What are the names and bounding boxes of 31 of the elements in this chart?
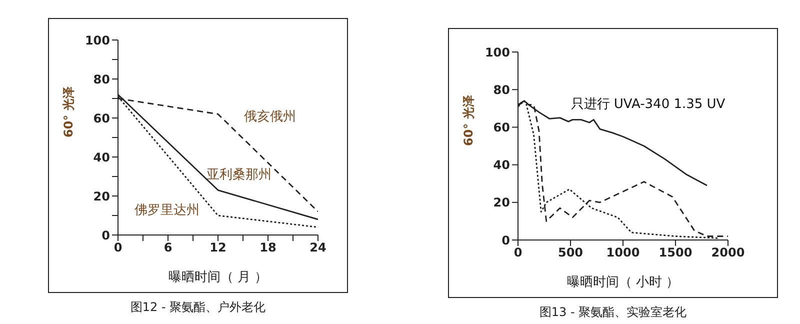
- series-label: 俄亥俄州: [244, 108, 296, 125]
- y-tick-label: 60: [493, 120, 510, 134]
- y-tick-label: 80: [93, 72, 110, 86]
- x-tick-label: 24: [310, 240, 326, 255]
- series-label: 佛罗里达州: [134, 203, 200, 218]
- y-tick-label: 20: [93, 189, 110, 204]
- x-tick-label: 1500: [658, 246, 692, 260]
- x-axis-title: 曝晒时间（ 小时 ）: [566, 275, 680, 290]
- x-tick-label: 18: [260, 240, 276, 255]
- y-tick-label: 80: [493, 82, 510, 97]
- y-tick-label: 60: [93, 111, 110, 126]
- x-tick-label: 0: [514, 246, 522, 260]
- x-tick-label: 0: [114, 240, 122, 255]
- text: 图13 - 聚氨酯、实验室老化: [538, 304, 688, 321]
- y-tick-label: 20: [493, 196, 510, 210]
- x-tick-label: 1000: [606, 246, 640, 260]
- y-tick-label: 100: [484, 45, 510, 60]
- series-label: 只进行 UVA-340 1.35 UV: [570, 97, 726, 112]
- x-axis-title: 曝晒时间（ 月 ）: [168, 270, 268, 285]
- y-tick-label: 40: [493, 158, 510, 172]
- series-label: 亚利桑那州: [206, 168, 272, 183]
- x-tick-label: 6: [164, 240, 172, 255]
- y-tick-label: 0: [102, 228, 110, 242]
- x-tick-label: 2000: [711, 246, 745, 260]
- x-tick-label: 500: [558, 246, 584, 260]
- text: 图12 - 聚氨酯、户外老化: [129, 299, 267, 316]
- y-axis-title: 60° 光泽: [461, 94, 476, 146]
- y-tick-label: 100: [84, 33, 110, 48]
- y-axis-title: 60° 光泽: [61, 86, 76, 138]
- x-tick-label: 12: [210, 240, 226, 255]
- y-tick-label: 40: [93, 150, 110, 164]
